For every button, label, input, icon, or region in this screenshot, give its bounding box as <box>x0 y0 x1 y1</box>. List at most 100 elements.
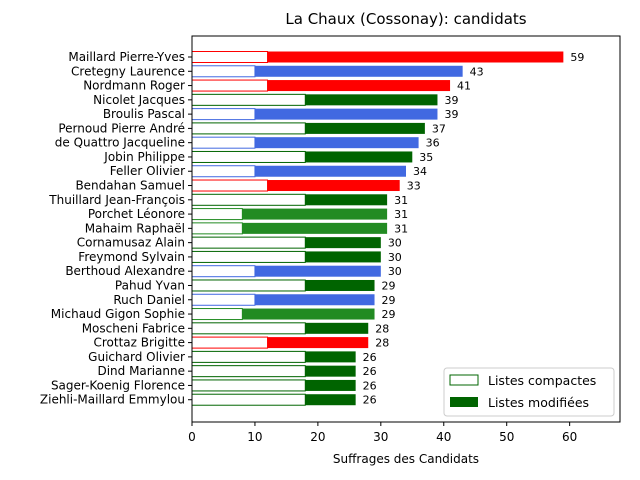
y-tick-label: Cornamusaz Alain <box>77 236 185 250</box>
y-tick-label: Feller Olivier <box>110 164 185 178</box>
y-tick-label: Cretegny Laurence <box>71 64 185 78</box>
value-label: 29 <box>382 294 396 307</box>
legend-swatch-modifiees <box>450 397 478 407</box>
bar-modified <box>254 137 419 149</box>
bar-compact <box>191 51 269 63</box>
legend-swatch-compactes <box>449 374 479 386</box>
value-label: 41 <box>457 80 471 93</box>
x-axis-label: Suffrages des Candidats <box>333 452 479 466</box>
bar-compact <box>191 165 256 178</box>
bar-modified <box>254 265 381 277</box>
bar-modified <box>267 80 451 92</box>
bar-compact <box>191 350 306 363</box>
bar-compact <box>191 222 243 235</box>
bar-compact <box>191 150 306 163</box>
bar-compact <box>191 393 306 406</box>
bar-compact <box>191 208 243 221</box>
bar-modified <box>305 251 381 263</box>
value-label: 35 <box>419 151 433 164</box>
value-label: 29 <box>382 308 396 321</box>
bar-modified <box>305 279 375 291</box>
bars-group <box>191 51 564 406</box>
y-tick-label: de Quattro Jacqueline <box>55 136 185 150</box>
y-tick-label: Pahud Yvan <box>115 278 185 292</box>
value-label: 39 <box>444 108 458 121</box>
bar-modified <box>305 151 413 163</box>
bar-modified <box>305 394 356 406</box>
legend-label-compactes: Listes compactes <box>488 373 596 388</box>
chart-title: La Chaux (Cossonay): candidats <box>285 10 526 28</box>
value-label: 28 <box>375 322 389 335</box>
x-tick-label: 50 <box>499 430 514 444</box>
bar-modified <box>267 51 564 63</box>
legend-box <box>443 367 615 417</box>
value-labels-group: 5943413939373635343331313130303029292928… <box>363 51 585 407</box>
x-tick-label: 20 <box>310 430 325 444</box>
value-label: 26 <box>363 379 377 392</box>
value-label: 39 <box>444 94 458 107</box>
y-tick-label: Jobin Philippe <box>103 150 185 164</box>
bar-compact <box>191 108 256 121</box>
y-tick-label: Berthoud Alexandre <box>65 264 185 278</box>
y-tick-label: Broulis Pascal <box>103 107 185 121</box>
y-tick-label: Maillard Pierre-Yves <box>68 50 185 64</box>
x-tick-label: 60 <box>562 430 577 444</box>
bar-compact <box>191 136 256 149</box>
value-label: 26 <box>363 351 377 364</box>
bar-modified <box>254 65 463 77</box>
y-tick-label: Crottaz Brigitte <box>93 336 185 350</box>
bar-compact <box>191 122 306 135</box>
y-tick-label: Freymond Sylvain <box>78 250 185 264</box>
y-tick-label: Nordmann Roger <box>83 79 185 93</box>
bar-compact <box>191 322 306 335</box>
x-axis: 0 10 20 30 40 50 60 <box>188 422 577 444</box>
value-label: 59 <box>570 51 584 64</box>
value-label: 28 <box>375 337 389 350</box>
value-label: 26 <box>363 365 377 378</box>
bar-modified <box>305 322 369 334</box>
y-tick-label: Guichard Olivier <box>88 350 185 364</box>
bar-modified <box>267 337 369 349</box>
y-tick-label: Moscheni Fabrice <box>82 321 185 335</box>
y-tick-label: Ziehli-Maillard Emmylou <box>40 393 185 407</box>
y-tick-label: Thuillard Jean-François <box>48 193 185 207</box>
value-label: 26 <box>363 394 377 407</box>
bar-modified <box>242 308 375 320</box>
y-tick-label: Pernoud Pierre André <box>58 121 185 135</box>
value-label: 43 <box>470 65 484 78</box>
y-tick-label: Michaud Gigon Sophie <box>51 307 185 321</box>
bar-modified <box>305 379 356 391</box>
bar-modified <box>254 108 438 120</box>
value-label: 30 <box>388 265 402 278</box>
value-label: 36 <box>426 137 440 150</box>
bar-compact <box>191 265 256 278</box>
bar-compact <box>191 293 256 306</box>
legend: Listes compactes Listes modifiées <box>443 367 615 417</box>
bar-modified <box>305 194 388 206</box>
legend-label-modifiees: Listes modifiées <box>488 395 589 410</box>
value-label: 37 <box>432 122 446 135</box>
bar-compact <box>191 379 306 392</box>
bar-compact <box>191 250 306 263</box>
bar-modified <box>305 237 381 249</box>
plot-frame <box>191 35 621 423</box>
value-label: 29 <box>382 279 396 292</box>
bar-compact <box>191 193 306 206</box>
bar-compact <box>191 336 269 349</box>
y-tick-label: Sager-Koenig Florence <box>51 378 185 392</box>
value-label: 30 <box>388 237 402 250</box>
value-label: 33 <box>407 180 421 193</box>
value-label: 31 <box>394 208 408 221</box>
bar-modified <box>305 365 356 377</box>
bar-compact <box>191 179 269 192</box>
y-tick-label: Dind Marianne <box>97 364 185 378</box>
bar-compact <box>191 308 243 321</box>
bar-modified <box>254 294 375 306</box>
value-label: 31 <box>394 194 408 207</box>
y-tick-label: Nicolet Jacques <box>93 93 185 107</box>
value-label: 30 <box>388 251 402 264</box>
y-tick-label: Ruch Daniel <box>113 293 185 307</box>
bar-compact <box>191 236 306 249</box>
